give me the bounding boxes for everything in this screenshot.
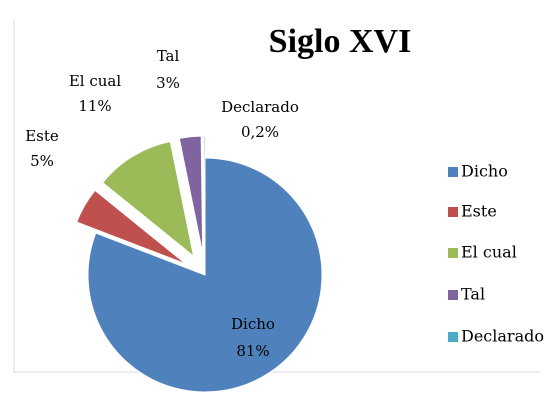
slice-value-label: 5% <box>30 152 54 170</box>
legend-swatch <box>448 167 458 177</box>
legend-swatch <box>448 207 458 217</box>
legend-swatch <box>448 332 458 342</box>
legend-swatch <box>448 290 458 300</box>
pie-slice <box>178 135 204 254</box>
legend-label: El cual <box>461 243 517 262</box>
legend-label: Tal <box>461 285 485 304</box>
slice-value-label: 81% <box>236 342 269 360</box>
legend-label: Este <box>461 202 497 221</box>
slice-category-label: Declarado <box>221 98 299 116</box>
legend-label: Dicho <box>461 162 508 181</box>
legend-swatch <box>448 248 458 258</box>
pie-slice <box>76 189 187 265</box>
slice-value-label: 11% <box>78 97 111 115</box>
pie-slice <box>202 135 206 254</box>
slice-category-label: Dicho <box>231 315 275 333</box>
pie-slice <box>101 140 195 258</box>
legend-label: Declarado <box>461 327 544 346</box>
slice-category-label: Este <box>25 127 59 145</box>
slice-value-label: 0,2% <box>241 123 279 141</box>
pie-slice <box>87 157 323 393</box>
slice-category-label: Tal <box>157 47 180 65</box>
slice-category-label: El cual <box>69 72 122 90</box>
chart-title: Siglo XVI <box>269 23 412 60</box>
slice-value-label: 3% <box>156 74 180 92</box>
